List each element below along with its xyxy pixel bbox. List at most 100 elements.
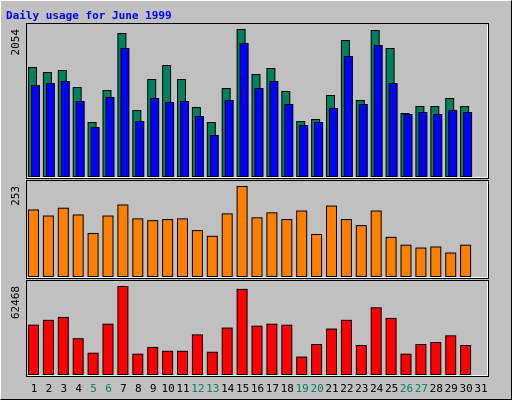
bar [177, 218, 188, 277]
bar [194, 116, 204, 177]
bar [102, 215, 114, 278]
bar [463, 112, 473, 177]
bar [147, 346, 159, 376]
bar [221, 327, 233, 376]
x-tick-label: 22 [340, 382, 353, 395]
bar [224, 99, 234, 177]
bar [177, 350, 188, 376]
bar [296, 356, 308, 376]
plot-bevel [27, 24, 488, 178]
bar [311, 234, 323, 277]
bar [147, 220, 159, 277]
bar [31, 85, 40, 177]
bar [355, 225, 367, 277]
bar [87, 352, 99, 376]
y-tick-label: 253 [9, 186, 22, 206]
bar [87, 232, 99, 278]
x-tick-label: 11 [176, 382, 189, 395]
bar [254, 88, 264, 177]
bar [251, 217, 263, 278]
y-tick-label: 62468 [9, 286, 22, 319]
bar [236, 288, 248, 375]
bar [45, 83, 55, 177]
x-tick-label: 3 [60, 382, 67, 395]
x-tick-label: 20 [310, 382, 323, 395]
bar [102, 323, 114, 375]
bar [370, 210, 382, 277]
bar [75, 100, 85, 177]
x-tick-label: 19 [296, 382, 309, 395]
x-tick-label: 12 [191, 382, 204, 395]
x-tick-label: 4 [75, 382, 82, 395]
bar [403, 114, 413, 177]
bar [266, 323, 278, 375]
bar [162, 350, 174, 376]
bar [326, 328, 337, 375]
bar [150, 97, 160, 177]
bar [460, 344, 472, 376]
bar [120, 48, 130, 177]
bar [191, 334, 203, 375]
bar [28, 209, 39, 277]
x-tick-label: 14 [221, 382, 235, 395]
bar [206, 351, 218, 375]
x-tick-label: 28 [430, 382, 443, 395]
bar [165, 101, 175, 177]
bar [311, 344, 323, 375]
bar [72, 214, 84, 277]
bar [299, 125, 309, 177]
bar [343, 56, 353, 177]
bar [206, 235, 218, 277]
bar [430, 342, 442, 375]
x-tick-label: 17 [266, 382, 279, 395]
x-tick-label: 10 [161, 382, 174, 395]
bar [60, 81, 70, 177]
bar [358, 104, 368, 177]
bar [236, 186, 248, 277]
x-tick-label: 25 [385, 382, 398, 395]
bar [72, 338, 84, 375]
x-tick-label: 2 [46, 382, 53, 395]
bar [162, 219, 174, 278]
chart-title: Daily usage for June 1999 [6, 9, 172, 22]
bar [329, 108, 338, 177]
x-tick-label: 26 [400, 382, 413, 395]
x-tick-label: 7 [120, 382, 127, 395]
bar [117, 204, 129, 277]
bar [180, 100, 189, 177]
plot-bevel [27, 181, 488, 278]
bar [191, 230, 203, 277]
bar [117, 286, 129, 375]
bar [418, 112, 428, 177]
bar [284, 104, 294, 177]
x-tick-label: 27 [415, 382, 428, 395]
x-tick-label: 9 [150, 382, 157, 395]
x-tick-label: 29 [445, 382, 458, 395]
bar [42, 319, 54, 375]
y-tick-label: 2054 [9, 29, 22, 56]
bar [340, 319, 352, 375]
bar [448, 110, 458, 177]
x-tick-label: 23 [355, 382, 368, 395]
plot-bevel [27, 281, 488, 376]
bar [445, 335, 457, 376]
bar [239, 43, 249, 177]
bar [135, 121, 145, 177]
bar [415, 247, 427, 278]
bar [251, 325, 263, 376]
bar [445, 252, 457, 278]
bar [415, 344, 427, 375]
bar [269, 81, 279, 177]
bar [430, 246, 442, 277]
x-tick-label: 13 [206, 382, 219, 395]
bar [28, 324, 39, 375]
bar [57, 316, 69, 376]
x-tick-label: 30 [459, 382, 472, 395]
bar [385, 236, 397, 278]
x-tick-label: 15 [236, 382, 249, 395]
bar [388, 83, 398, 177]
bar [105, 96, 115, 177]
bar [400, 244, 412, 277]
bar [221, 213, 233, 278]
